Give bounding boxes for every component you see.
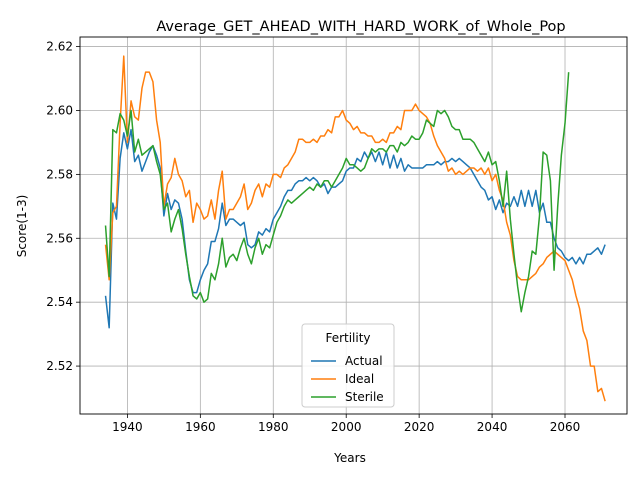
y-tick-label: 2.60 bbox=[46, 103, 73, 117]
x-tick-label: 2000 bbox=[331, 420, 362, 434]
series-lines bbox=[104, 55, 606, 402]
x-tick-label: 2020 bbox=[404, 420, 435, 434]
series-line-ideal bbox=[104, 55, 606, 402]
legend-box bbox=[301, 323, 395, 408]
x-tick-label: 1960 bbox=[185, 420, 216, 434]
y-tick-label: 2.56 bbox=[46, 231, 73, 245]
y-tick-label: 2.58 bbox=[46, 167, 73, 181]
series-line-sterile bbox=[104, 72, 570, 313]
x-axis-label: Years bbox=[333, 451, 366, 465]
x-tick-label: 2060 bbox=[550, 420, 581, 434]
legend-label-actual: Actual bbox=[345, 354, 383, 368]
y-tick-label: 2.52 bbox=[46, 359, 73, 373]
legend-items: Actual Ideal Sterile bbox=[311, 354, 384, 404]
legend-label-ideal: Ideal bbox=[345, 372, 374, 386]
x-tick-label: 2040 bbox=[477, 420, 508, 434]
y-axis-label: Score(1-3) bbox=[15, 195, 29, 258]
y-tick-label: 2.62 bbox=[46, 40, 73, 54]
x-tick-label: 1980 bbox=[258, 420, 289, 434]
legend: Fertility Actual Ideal Sterile bbox=[301, 323, 395, 408]
legend-label-sterile: Sterile bbox=[345, 390, 384, 404]
y-tick-label: 2.54 bbox=[46, 295, 73, 309]
plot-frame bbox=[79, 36, 628, 415]
axis-ticks: 1940 1960 1980 2000 2020 2040 2060 2.52 2.54 2.56… bbox=[46, 40, 580, 434]
legend-title: Fertility bbox=[325, 331, 370, 345]
chart-title: Average_GET_AHEAD_WITH_HARD_WORK_of_Whol… bbox=[156, 19, 565, 35]
x-tick-label: 1940 bbox=[112, 420, 143, 434]
